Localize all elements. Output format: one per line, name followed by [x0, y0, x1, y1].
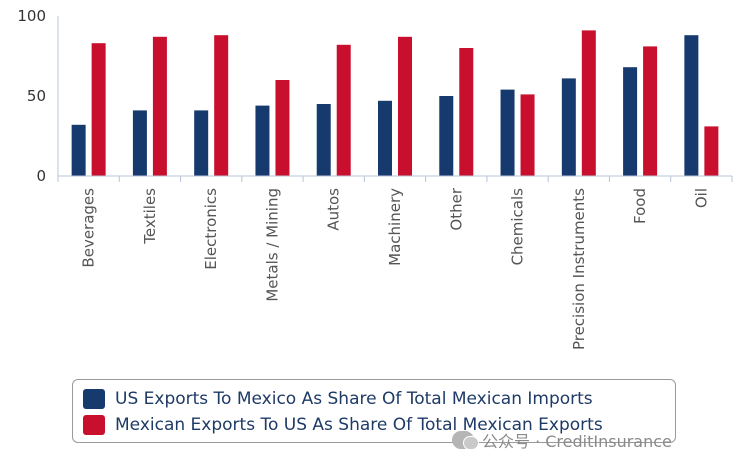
- bar-mexican-exports-1[interactable]: [152, 36, 167, 176]
- bar-us-exports-6[interactable]: [439, 96, 454, 176]
- x-category-label: Oil: [692, 188, 710, 208]
- legend-item-us-exports[interactable]: US Exports To Mexico As Share Of Total M…: [83, 386, 593, 412]
- bar-chart: 0 50 100 Beverages Textiles Electronics Metal…: [17, 7, 733, 350]
- legend-label-us-exports: US Exports To Mexico As Share Of Total M…: [115, 389, 593, 409]
- legend-swatch-mexican-exports: [83, 415, 105, 435]
- y-tick-label: 100: [17, 7, 46, 25]
- legend: US Exports To Mexico As Share Of Total M…: [72, 379, 676, 443]
- bar-mexican-exports-4[interactable]: [336, 44, 351, 176]
- bar-us-exports-0[interactable]: [71, 124, 86, 176]
- bar-mexican-exports-7[interactable]: [520, 94, 535, 176]
- watermark-text: 公众号 · CreditInsurance: [482, 432, 672, 451]
- bar-mexican-exports-8[interactable]: [581, 30, 596, 177]
- x-category-label: Electronics: [202, 188, 220, 270]
- bar-us-exports-1[interactable]: [132, 110, 147, 176]
- x-category-label: Other: [447, 187, 465, 230]
- bar-mexican-exports-6[interactable]: [459, 48, 474, 176]
- watermark: 公众号 · CreditInsurance: [452, 428, 672, 452]
- y-tick-label: 50: [27, 87, 46, 105]
- bar-mexican-exports-9[interactable]: [643, 46, 658, 177]
- x-axis-ticks: [57, 176, 733, 182]
- x-category-label: Metals / Mining: [263, 188, 281, 302]
- bar-us-exports-10[interactable]: [684, 35, 699, 177]
- bar-mexican-exports-5[interactable]: [398, 36, 412, 176]
- x-category-label: Machinery: [386, 188, 404, 266]
- bar-us-exports-2[interactable]: [194, 110, 209, 176]
- x-category-label: Beverages: [80, 188, 98, 268]
- bar-us-exports-5[interactable]: [378, 100, 392, 176]
- y-tick-label: 0: [36, 167, 46, 185]
- bar-mexican-exports-0[interactable]: [91, 43, 106, 177]
- bar-us-exports-7[interactable]: [500, 89, 515, 176]
- legend-swatch-us-exports: [83, 389, 105, 409]
- bar-us-exports-4[interactable]: [316, 104, 331, 176]
- wechat-icon: [452, 431, 479, 450]
- x-category-label: Autos: [325, 188, 343, 231]
- bar-mexican-exports-3[interactable]: [275, 80, 290, 176]
- x-category-label: Food: [631, 188, 649, 224]
- bar-us-exports-9[interactable]: [623, 67, 638, 176]
- legend-item-mexican-exports[interactable]: Mexican Exports To US As Share Of Total …: [83, 412, 603, 438]
- bar-mexican-exports-2[interactable]: [214, 35, 229, 177]
- bars: [71, 30, 719, 177]
- bar-us-exports-8[interactable]: [561, 78, 576, 176]
- bar-us-exports-3[interactable]: [255, 105, 270, 176]
- x-category-label: Precision Instruments: [570, 188, 588, 350]
- y-axis-labels: 0 50 100: [17, 7, 46, 185]
- legend-label-mexican-exports: Mexican Exports To US As Share Of Total …: [115, 415, 603, 435]
- x-category-label: Textiles: [141, 188, 159, 245]
- x-category-label: Chemicals: [509, 188, 527, 266]
- bar-mexican-exports-10[interactable]: [704, 126, 719, 176]
- x-axis-labels: Beverages Textiles Electronics Metals / Min…: [80, 187, 711, 350]
